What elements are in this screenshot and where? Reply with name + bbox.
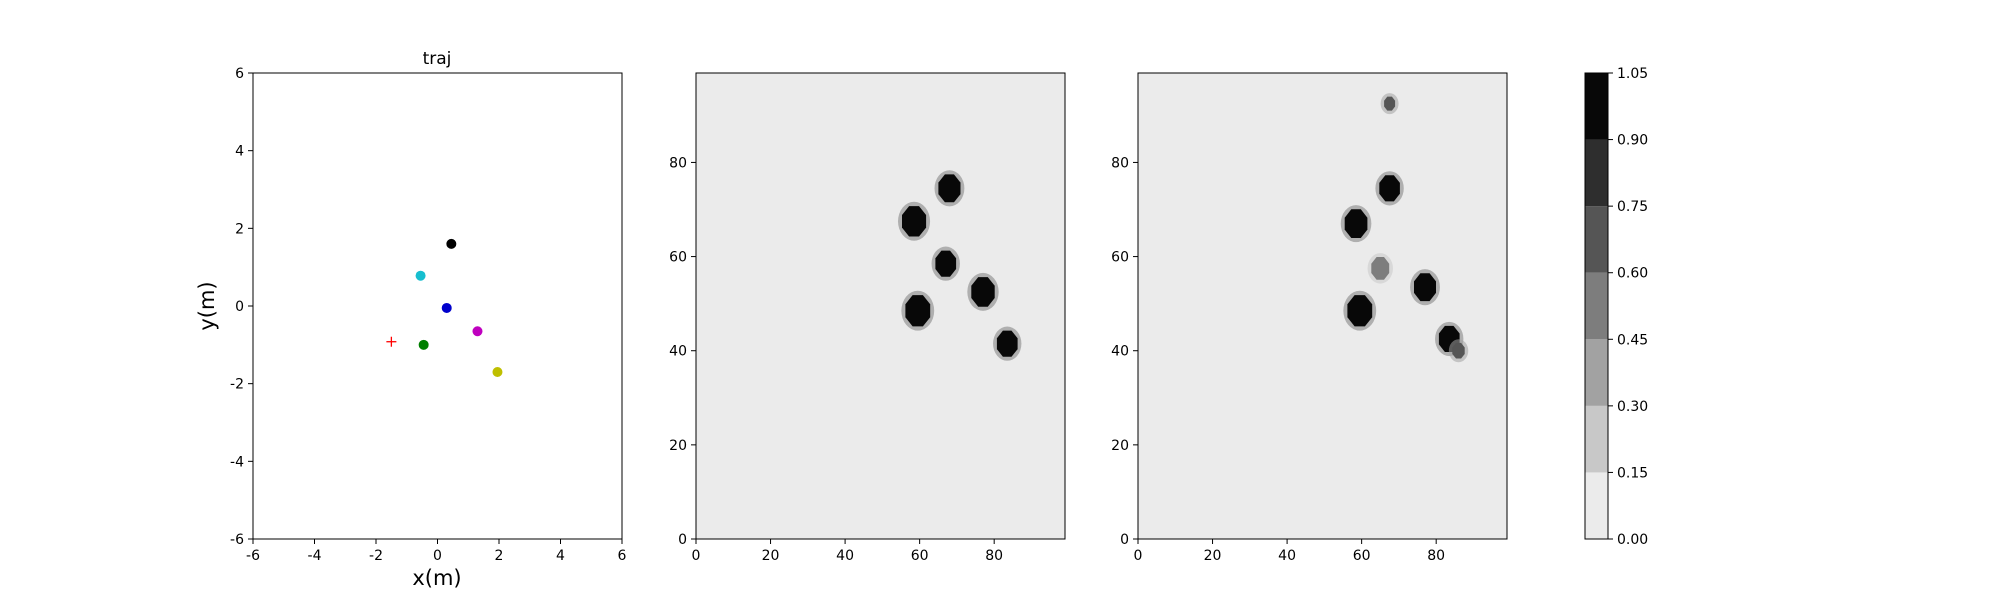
heatmap-1-background	[696, 73, 1065, 539]
heatmap-blob	[967, 272, 999, 311]
heatmap-1-xtick-label: 80	[985, 548, 1003, 564]
colorbar-segment	[1585, 139, 1608, 207]
heatmap-blob	[898, 201, 931, 241]
traj-ytick-label: 4	[235, 144, 244, 160]
traj-ytick-label: -6	[230, 532, 244, 548]
colorbar-segment	[1585, 73, 1608, 140]
traj-points	[386, 238, 503, 378]
colorbar-tick-label: 0.60	[1617, 266, 1648, 282]
heatmap-blob	[993, 326, 1022, 361]
heatmap-2-xtick-label: 60	[1353, 548, 1371, 564]
colorbar-segment	[1585, 472, 1608, 539]
heatmap-panel-1: 0 20 40 60 80 0 20 40 60 80	[669, 72, 1066, 564]
heatmap-blob	[1375, 171, 1404, 206]
heatmap-1-ytick-label: 60	[669, 250, 687, 266]
heatmap-2-xtick-label: 80	[1427, 548, 1445, 564]
traj-xtick-label: 6	[618, 548, 627, 564]
colorbar-tick-label: 0.15	[1617, 465, 1648, 481]
heatmap-blob	[1380, 93, 1399, 115]
colorbar-ticks: 0.00 0.15 0.30 0.45 0.60 0.75 0.90 1.05	[1608, 66, 1648, 548]
heatmap-blob	[1367, 253, 1393, 284]
heatmap-2-xtick-label: 20	[1204, 548, 1222, 564]
heatmap-1-ytick-label: 20	[669, 438, 687, 454]
colorbar-segment	[1585, 339, 1608, 406]
colorbar-segments	[1585, 73, 1608, 539]
colorbar-tick-label: 0.75	[1617, 199, 1648, 215]
heatmap-panel-2: 0 20 40 60 80 0 20 40 60 80	[1111, 72, 1508, 564]
heatmap-2-ytick-label: 0	[1120, 532, 1129, 548]
traj-title: traj	[423, 49, 452, 69]
traj-ytick-label: -2	[230, 377, 244, 393]
heatmap-blob	[931, 246, 960, 281]
traj-ytick-label: 2	[235, 221, 244, 237]
heatmap-2-ytick-label: 60	[1111, 250, 1129, 266]
scatter-point	[492, 367, 503, 378]
traj-xlabel: x(m)	[412, 566, 461, 590]
traj-ytick-label: 0	[235, 299, 244, 315]
scatter-point	[446, 238, 457, 249]
colorbar-tick-label: 0.90	[1617, 133, 1648, 149]
scatter-point	[418, 339, 429, 350]
traj-ytick-label: -4	[230, 454, 244, 470]
heatmap-1-xtick-label: 40	[836, 548, 854, 564]
colorbar-segment	[1585, 272, 1608, 340]
heatmap-1-xtick-label: 0	[692, 548, 701, 564]
scatter-point	[472, 326, 483, 337]
scatter-point-plus	[386, 336, 397, 347]
colorbar-segment	[1585, 405, 1608, 473]
heatmap-2-xtick-label: 40	[1278, 548, 1296, 564]
colorbar-tick-label: 1.05	[1617, 66, 1648, 82]
traj-xtick-label: 0	[433, 548, 442, 564]
heatmap-1-ytick-label: 0	[678, 532, 687, 548]
colorbar-tick-label: 0.30	[1617, 399, 1648, 415]
heatmap-1-ytick-label: 40	[669, 344, 687, 360]
traj-xtick-label: -4	[308, 548, 322, 564]
heatmap-2-frame	[1137, 72, 1508, 540]
heatmap-1-blobs	[898, 170, 1022, 361]
colorbar-tick-label: 0.00	[1617, 532, 1648, 548]
scatter-point	[441, 302, 452, 313]
traj-axes: -6 -4 -2 0 2 4 6 -6 -4 -2 0 2 4 6	[230, 66, 627, 564]
traj-xtick-label: -6	[246, 548, 260, 564]
heatmap-2-ytick-label: 80	[1111, 155, 1129, 171]
colorbar: 0.00 0.15 0.30 0.45 0.60 0.75 0.90 1.05	[1584, 66, 1648, 548]
traj-ytick-label: 6	[235, 66, 244, 82]
heatmap-2-xtick-label: 0	[1134, 548, 1143, 564]
heatmap-blob	[1340, 205, 1372, 243]
heatmap-blob	[901, 290, 935, 331]
heatmap-1-frame	[695, 72, 1066, 540]
traj-panel: traj -6 -4 -2 0 2 4 6 -6 -4 -2 0 2 4 6 x(m) y(m)	[195, 49, 627, 590]
heatmap-2-blobs	[1340, 93, 1469, 363]
heatmap-2-background	[1138, 73, 1507, 539]
traj-xtick-label: 4	[556, 548, 565, 564]
heatmap-2-ytick-label: 20	[1111, 438, 1129, 454]
traj-xtick-label: 2	[495, 548, 504, 564]
heatmap-blob	[1343, 290, 1377, 331]
heatmap-blob	[1448, 339, 1469, 363]
colorbar-frame	[1584, 72, 1609, 540]
heatmap-blob	[1410, 269, 1440, 306]
heatmap-blob	[934, 170, 965, 207]
heatmap-1-xtick-label: 60	[911, 548, 929, 564]
heatmap-1-xtick-label: 20	[762, 548, 780, 564]
heatmap-2-axes: 0 20 40 60 80 0 20 40 60 80	[1111, 155, 1445, 564]
traj-ylabel: y(m)	[195, 281, 219, 330]
colorbar-tick-label: 0.45	[1617, 332, 1648, 348]
traj-xtick-label: -2	[369, 548, 383, 564]
colorbar-segment	[1585, 206, 1608, 273]
heatmap-1-axes: 0 20 40 60 80 0 20 40 60 80	[669, 155, 1003, 564]
heatmap-1-ytick-label: 80	[669, 155, 687, 171]
heatmap-2-ytick-label: 40	[1111, 344, 1129, 360]
scatter-point	[415, 270, 426, 281]
